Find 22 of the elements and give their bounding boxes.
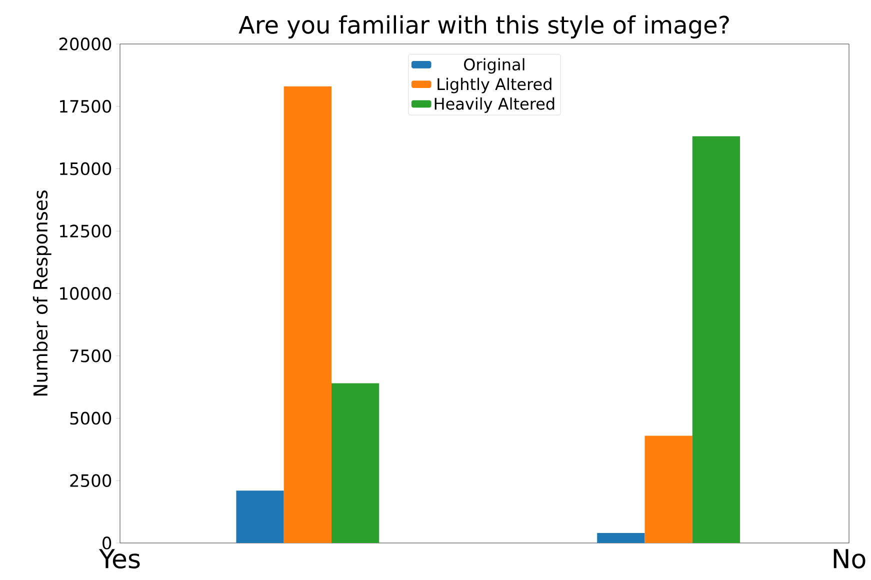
y-tick-label: 5000 bbox=[70, 412, 112, 425]
y-tick-label: 12500 bbox=[60, 224, 112, 238]
bar bbox=[692, 136, 740, 543]
y-tick-label: 7500 bbox=[70, 349, 112, 362]
y-tick-label: 20000 bbox=[59, 38, 112, 50]
y-tick-label: 2500 bbox=[70, 474, 112, 488]
text: No bbox=[834, 549, 866, 569]
y-tick-label: 0 bbox=[102, 536, 112, 550]
y-axis-title: Number of Responses bbox=[32, 190, 52, 396]
y-tick-label: 10000 bbox=[60, 287, 112, 300]
y-tick-label: 17500 bbox=[60, 100, 112, 113]
y-tick-label: 15000 bbox=[60, 162, 112, 176]
bar bbox=[284, 86, 332, 543]
legend-label: Original bbox=[464, 58, 524, 74]
bar bbox=[331, 383, 380, 543]
bar bbox=[236, 490, 284, 543]
legend-label: Lightly Altered bbox=[438, 78, 552, 94]
bar bbox=[644, 436, 692, 543]
legend-label: Heavily Altered bbox=[434, 97, 554, 113]
text: Yes bbox=[98, 549, 140, 569]
bar bbox=[597, 533, 645, 543]
chart-title: Are you familiar with this style of image? bbox=[238, 15, 729, 38]
